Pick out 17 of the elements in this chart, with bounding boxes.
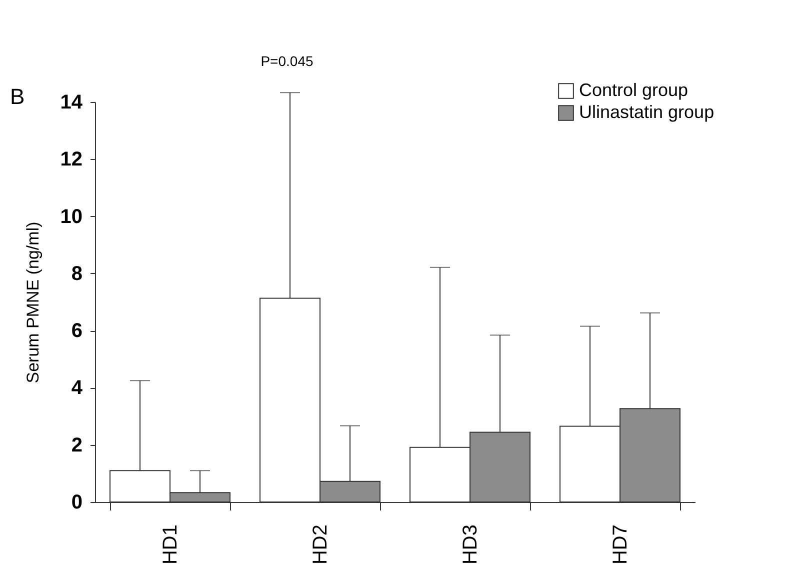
- y-tick-label: 8: [71, 262, 82, 285]
- text: B: [10, 84, 25, 109]
- legend-label: Ulinastatin group: [579, 102, 714, 122]
- x-tick-label: HD1: [160, 524, 182, 565]
- legend-label: Control group: [579, 80, 688, 100]
- y-tick-label: 0: [71, 492, 82, 514]
- y-tick-label: 6: [71, 320, 82, 342]
- text: P=0.045: [260, 53, 314, 69]
- x-tick-label: HD2: [310, 524, 332, 565]
- x-tick-label: HD3: [460, 524, 482, 565]
- y-axis-title: Serum PMNE (ng/ml): [23, 222, 42, 384]
- x-tick-label: HD7: [610, 524, 632, 565]
- y-tick-label: 10: [60, 206, 82, 228]
- y-tick-label: 12: [60, 148, 82, 171]
- y-tick-label: 4: [71, 377, 84, 400]
- y-tick-label: 2: [71, 434, 82, 456]
- y-tick-label: 14: [60, 92, 84, 114]
